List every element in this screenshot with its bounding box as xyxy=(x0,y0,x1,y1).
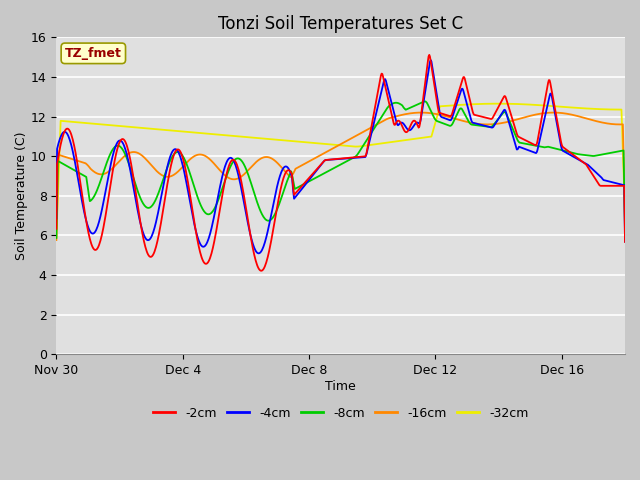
Text: TZ_fmet: TZ_fmet xyxy=(65,47,122,60)
X-axis label: Time: Time xyxy=(325,380,356,393)
Legend: -2cm, -4cm, -8cm, -16cm, -32cm: -2cm, -4cm, -8cm, -16cm, -32cm xyxy=(148,402,534,424)
Title: Tonzi Soil Temperatures Set C: Tonzi Soil Temperatures Set C xyxy=(218,15,463,33)
Y-axis label: Soil Temperature (C): Soil Temperature (C) xyxy=(15,132,28,260)
